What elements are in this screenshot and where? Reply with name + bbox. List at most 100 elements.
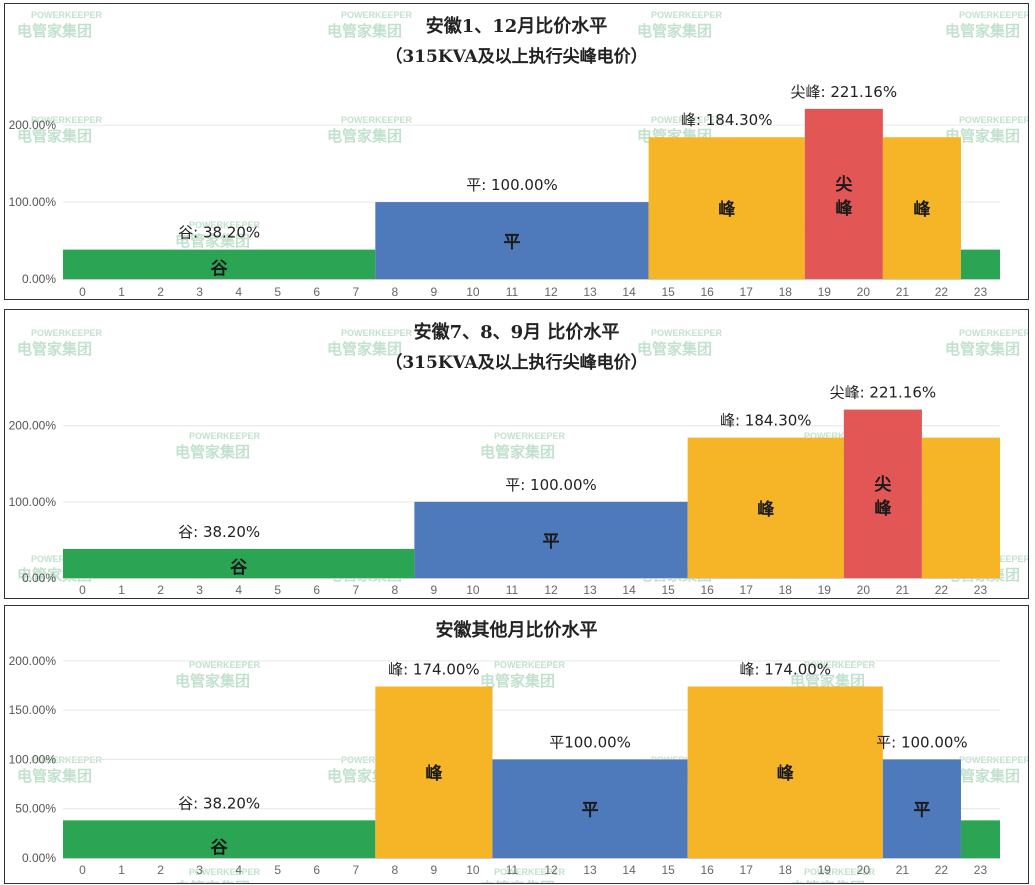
x-tick-label: 8 [392,285,399,299]
x-tick-label: 2 [157,863,164,877]
watermark-cn: 电管家集团 [945,767,1020,785]
watermark-en: POWERKEEPER [959,328,1028,338]
bar-尖峰 [843,409,922,578]
watermark-cn: 电管家集团 [17,22,92,40]
x-tick-label: 0 [79,583,86,597]
watermark-en: POWERKEEPER [341,10,413,20]
bar-inner-label: 平 [543,532,560,552]
bar-谷 [63,548,415,578]
x-tick-label: 15 [661,863,675,877]
watermark-cn: 电管家集团 [17,767,92,785]
x-tick-label: 7 [352,583,359,597]
bar-谷 [960,249,1000,279]
watermark-en: POWERKEEPER [31,10,103,20]
data-label: 谷: 38.20% [178,224,260,242]
x-tick-label: 20 [857,863,871,877]
watermark-en: POWERKEEPER [494,431,566,441]
x-tick-label: 5 [274,863,281,877]
data-label: 峰: 184.30% [720,412,812,430]
x-tick-label: 23 [974,863,988,877]
bar-inner-label: 峰 [757,499,775,520]
x-tick-label: 22 [935,583,949,597]
x-tick-label: 23 [974,285,988,299]
bar-inner-label: 平 [503,233,520,253]
x-tick-label: 15 [661,285,675,299]
watermark-cn: 电管家集团 [480,443,555,461]
watermark-en: POWERKEEPER [189,431,261,441]
x-tick-label: 0 [79,863,86,877]
bar-峰 [687,437,844,578]
x-tick-label: 6 [313,863,320,877]
x-tick-label: 23 [974,583,988,597]
watermark-en: POWERKEEPER [189,867,261,877]
bar-平 [882,759,961,858]
chart-panel-other-months: POWERKEEPER 电管家集团 POWERKEEPER 电管家集团 POWERKEE… [4,605,1029,884]
x-tick-label: 4 [235,285,242,299]
bar-inner-label: 谷 [211,259,229,279]
chart-title: 安徽7、8、9月 比价水平 [413,322,620,343]
watermark-en: POWERKEEPER [31,755,103,765]
x-tick-label: 19 [818,583,832,597]
watermark-en: POWERKEEPER [494,867,566,877]
chart-svg: POWERKEEPER 电管家集团 POWERKEEPER 电管家集团 POWERKEE… [9,654,1028,883]
watermark-cn: 电管家集团 [327,127,402,145]
watermark-cn: 电管家集团 [945,127,1020,145]
bar-inner-label: 峰 [874,498,892,519]
watermark-en: POWERKEEPER [341,328,413,338]
x-tick-label: 5 [274,285,281,299]
bar-峰 [648,137,805,279]
x-tick-label: 19 [818,285,832,299]
x-tick-label: 1 [118,583,125,597]
bar-谷 [960,820,1000,858]
x-tick-label: 10 [466,285,480,299]
bar-峰 [687,686,883,858]
chart-svg: POWERKEEPER 电管家集团 POWERKEEPER 电管家集团 POWERKEE… [9,10,1028,299]
y-tick-label: 0.00% [22,571,56,585]
x-tick-label: 18 [779,863,793,877]
bar-inner-label: 峰 [913,199,931,220]
x-tick-label: 22 [935,285,949,299]
x-tick-label: 2 [157,583,164,597]
data-label: 平: 100.00% [876,733,968,751]
chart-svg: POWERKEEPER 电管家集团 POWERKEEPER 电管家集团 POWERKEE… [9,328,1028,597]
y-tick-label: 100.00% [9,195,57,209]
watermark-cn: 电管家集团 [327,22,402,40]
bar-尖峰 [804,108,883,279]
x-tick-label: 4 [235,863,242,877]
x-tick-label: 12 [544,285,558,299]
x-tick-label: 9 [431,583,438,597]
chart-panel-1-12-month: POWERKEEPER 电管家集团 POWERKEEPER 电管家集团 POWERKEE… [4,3,1029,300]
data-label: 峰: 184.30% [681,111,773,129]
watermark-cn: 电管家集团 [175,232,250,250]
y-tick-label: 200.00% [9,654,57,668]
x-tick-label: 10 [466,583,480,597]
bar-inner-label: 峰 [835,198,853,219]
x-tick-label: 5 [274,583,281,597]
bar-inner-label: 峰 [425,763,443,784]
x-tick-label: 14 [622,583,636,597]
chart-title: 安徽1、12月比价水平 [425,16,608,37]
watermark-cn: 电管家集团 [175,443,250,461]
x-tick-label: 22 [935,863,949,877]
bar-平 [492,759,688,858]
watermark-cn: 电管家集团 [637,22,712,40]
x-tick-label: 11 [506,863,519,877]
x-tick-label: 2 [157,285,164,299]
data-label: 平100.00% [549,733,631,751]
x-tick-label: 3 [196,285,203,299]
watermark-en: POWERKEEPER [804,431,876,441]
bar-谷 [63,820,376,858]
chart-subtitle: （315KVA及以上执行尖峰电价） [385,353,648,373]
watermark-en: POWERKEEPER [494,660,566,670]
watermark-en: POWERKEEPER [341,115,413,125]
bar-峰 [375,686,493,858]
watermark-cn: 电管家集团 [637,340,712,358]
x-tick-label: 7 [352,285,359,299]
watermark-en: POWERKEEPER [959,10,1028,20]
x-tick-label: 12 [544,583,558,597]
bar-inner-label: 尖 [835,174,853,195]
y-tick-label: 50.00% [15,802,56,816]
y-tick-label: 0.00% [22,272,56,286]
x-tick-label: 19 [818,863,832,877]
x-tick-label: 21 [896,863,910,877]
